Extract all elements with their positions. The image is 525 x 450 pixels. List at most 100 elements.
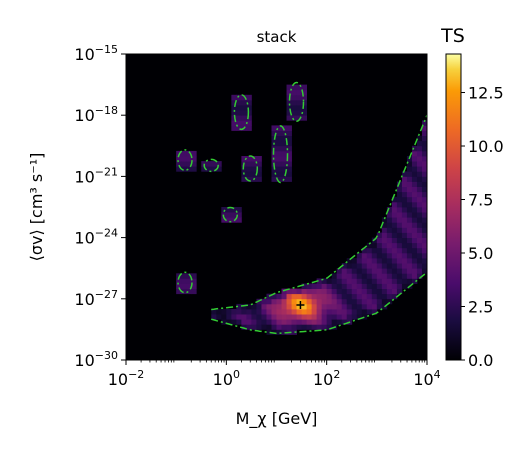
heatmap-cell <box>296 115 302 121</box>
heatmap-cell <box>276 166 282 172</box>
heatmap-cell <box>256 309 262 315</box>
heatmap-cell <box>316 303 323 310</box>
heatmap-cell <box>286 140 292 147</box>
heatmap-cell <box>256 314 262 320</box>
heatmap-cell <box>211 166 217 172</box>
heatmap-cell <box>231 314 237 320</box>
heatmap-cell <box>296 84 302 91</box>
heatmap-cell <box>416 258 423 264</box>
heatmap-cell <box>346 273 353 279</box>
heatmap-cell <box>311 319 318 325</box>
x-axis: 10−2 100 102 104 <box>108 360 441 389</box>
heatmap-cell <box>271 176 277 182</box>
heatmap-cell <box>401 273 408 279</box>
heatmap-cell <box>366 242 373 249</box>
heatmap-cell <box>236 94 242 101</box>
heatmap-cell <box>266 324 272 330</box>
heatmap-cell <box>421 120 427 126</box>
x-tick-label: 102 <box>313 368 340 389</box>
heatmap-cell <box>296 105 302 111</box>
heatmap-cell <box>251 309 257 315</box>
tick-exponent: −27 <box>95 288 118 301</box>
heatmap-cell <box>341 319 348 325</box>
heatmap-cell <box>276 309 282 315</box>
colorbar-tick-label: 2.5 <box>468 298 493 317</box>
heatmap-cell <box>236 314 242 320</box>
heatmap-cell <box>406 258 413 264</box>
heatmap-cell <box>386 263 393 269</box>
heatmap-cell <box>276 171 282 177</box>
heatmap-cell <box>361 314 368 320</box>
heatmap-cell <box>231 125 237 131</box>
heatmap-cell <box>376 232 383 238</box>
heatmap-cell <box>371 283 378 289</box>
heatmap-cell <box>406 237 413 244</box>
heatmap-cell <box>271 319 277 325</box>
heatmap-cell <box>326 293 333 300</box>
heatmap-cell <box>186 161 192 167</box>
heatmap-cell <box>346 263 353 269</box>
heatmap-cell <box>276 176 282 182</box>
heatmap-cell <box>346 309 353 315</box>
heatmap-cell <box>236 125 242 131</box>
heatmap-cell <box>421 135 427 142</box>
heatmap-cell <box>331 309 338 315</box>
heatmap-cell <box>341 303 348 310</box>
heatmap-cell <box>396 196 403 203</box>
heatmap-cell <box>206 161 212 167</box>
heatmap-cell <box>291 99 297 106</box>
tick-exponent: 4 <box>434 368 441 381</box>
heatmap-cell <box>246 105 252 111</box>
heatmap-cell <box>401 247 408 254</box>
heatmap-cell <box>351 273 358 279</box>
heatmap-cell <box>421 166 427 172</box>
heatmap-cell <box>361 258 368 264</box>
heatmap-cell <box>336 288 343 295</box>
heatmap-cell <box>361 283 368 289</box>
heatmap-cell <box>381 283 388 289</box>
heatmap-cell <box>191 288 197 295</box>
heatmap-cell <box>291 110 297 116</box>
heatmap-cell <box>411 207 418 213</box>
heatmap-cell <box>411 181 418 187</box>
heatmap-cell <box>376 258 383 264</box>
heatmap-cell <box>331 319 338 325</box>
heatmap-cell <box>406 181 413 187</box>
heatmap-cell <box>416 150 423 157</box>
heatmap-cell <box>246 171 252 177</box>
heatmap-cell <box>271 329 277 335</box>
heatmap-cell <box>411 258 418 264</box>
heatmap-cell <box>396 252 403 259</box>
heatmap-cell <box>396 237 403 244</box>
heatmap-cell <box>406 268 413 274</box>
heatmap-cell <box>311 303 318 310</box>
heatmap-cell <box>356 298 363 305</box>
heatmap-cell <box>261 319 267 325</box>
contour-island <box>288 81 305 123</box>
heatmap-cell <box>286 166 292 172</box>
heatmap-cell <box>321 303 328 310</box>
heatmap-cell <box>376 273 383 279</box>
tick-base: 10 <box>74 106 94 125</box>
heatmap-cell <box>406 212 413 218</box>
heatmap-cell <box>276 314 282 320</box>
heatmap-cell <box>371 293 378 300</box>
heatmap-cell <box>386 288 393 295</box>
heatmap-cell <box>341 278 348 284</box>
heatmap-cell <box>286 298 292 305</box>
heatmap-cell <box>381 278 388 284</box>
heatmap-cell <box>291 293 297 300</box>
heatmap-cell <box>276 329 282 335</box>
heatmap-cell <box>341 314 348 320</box>
heatmap-cell <box>416 207 423 213</box>
heatmap-cell <box>416 212 423 218</box>
tick-exponent: −2 <box>128 368 144 381</box>
heatmap-cell <box>306 309 313 315</box>
heatmap-cell <box>361 303 368 310</box>
heatmap-cell <box>341 273 348 279</box>
heatmap-cell <box>321 283 328 289</box>
heatmap-cell <box>281 130 287 136</box>
heatmap-cell <box>326 288 333 295</box>
heatmap-cell <box>406 201 413 208</box>
heatmap-cell <box>231 319 237 325</box>
